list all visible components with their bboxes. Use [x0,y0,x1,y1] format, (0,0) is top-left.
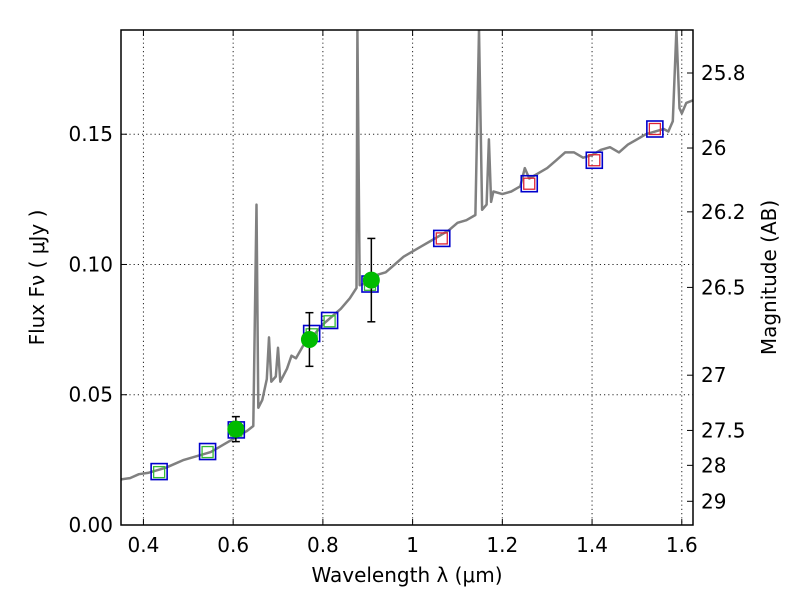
y-axis-label: Flux Fν ( μJy ) [25,210,49,346]
model-photometry-marker [585,151,604,170]
right-tick-label: 25.8 [701,61,746,85]
x-tick-label: 0.4 [128,533,160,557]
observed-flux-point [362,271,380,289]
model-photometry-marker [150,462,168,481]
y-tick-label: 0.05 [68,383,113,407]
right-tick-label: 29 [701,489,726,513]
right-tick-label: 27.5 [701,418,746,442]
x-tick-label: 1 [406,533,419,557]
model-photometry-marker [198,442,217,461]
y-tick-label: 0.10 [68,252,113,276]
filter-marker [152,465,166,479]
x-tick-label: 1.6 [666,533,698,557]
model-photometry-marker [432,229,451,248]
x-tick-label: 0.8 [307,533,339,557]
right-tick-label: 26.5 [701,275,746,299]
grid-lines [121,30,693,526]
observed-flux-point [300,331,318,349]
axis-ticks: 0.4 0.6 0.8 1 1.2 1.4 1.6 0.00 0.05 0.10 0.15 25.8 2… [68,30,746,557]
photometry-markers [150,120,664,481]
filter-marker [523,177,536,190]
spectrum-series [121,30,693,481]
x-tick-label: 0.6 [217,533,249,557]
model-spectrum-line [121,30,693,481]
x-tick-label: 1.2 [486,533,518,557]
x-axis-label: Wavelength λ (μm) [311,563,502,587]
filter-marker [648,122,662,136]
filter-marker [323,315,336,328]
right-tick-label: 27 [701,363,726,387]
observed-flux-point [227,420,245,438]
model-photometry-marker [320,311,339,330]
filter-marker [201,445,214,459]
y-tick-label: 0.15 [68,122,113,146]
plot-frame [120,29,694,526]
y-tick-label: 0.00 [68,513,113,537]
model-photometry-marker [520,174,539,193]
right-tick-label: 26 [701,136,726,160]
filter-marker [435,232,448,245]
right-tick-label: 26.2 [701,200,746,224]
right-axis-label: Magnitude (AB) [757,200,781,355]
right-tick-label: 28 [701,453,726,477]
x-tick-label: 1.4 [576,533,608,557]
model-photometry-marker [646,120,664,138]
filter-marker [588,154,601,167]
